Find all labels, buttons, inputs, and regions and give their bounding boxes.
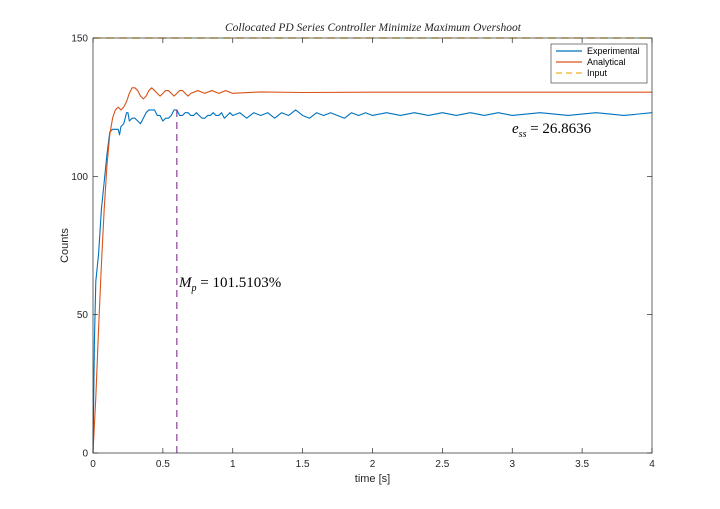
ess-subscript: ss [519,129,527,140]
y-tick-label: 100 [71,172,88,183]
legend-label-input: Input [587,68,608,78]
y-tick-label: 50 [77,310,89,321]
x-tick-label: 0.5 [156,459,170,470]
x-tick-label: 0 [90,459,96,470]
legend-label-analytical: Analytical [587,57,626,67]
overshoot-annotation: Mp = 101.5103% [178,275,281,294]
x-tick-label: 1.5 [296,459,310,470]
ess-symbol: e [512,121,519,137]
chart-title: Collocated PD Series Controller Minimize… [225,22,522,34]
y-tick-label: 0 [82,449,88,460]
x-tick-label: 2.5 [435,459,449,470]
overshoot-subscript: p [191,283,197,294]
y-tick-label: 150 [71,34,88,45]
x-tick-label: 2 [370,459,376,470]
series-line-experimental [92,109,653,454]
plot-area: 0 0.5 1 1.5 2 2.5 3 3.5 4 0 50 100 150 [71,34,655,471]
x-tick-label: 3.5 [575,459,589,470]
x-tick-label: 3 [509,459,515,470]
axes: 0 0.5 1 1.5 2 2.5 3 3.5 4 0 50 100 150 [71,34,655,471]
x-tick-label: 1 [230,459,236,470]
overshoot-symbol: M [178,275,193,291]
x-tick-label: 4 [649,459,655,470]
y-axis-label: Counts [59,228,71,263]
ess-value: = 26.8636 [526,121,591,137]
overshoot-value: = 101.5103% [197,275,282,291]
series-line-analytical [92,87,652,454]
legend-label-experimental: Experimental [587,46,640,56]
steady-state-error-annotation: ess = 26.8636 [512,121,592,140]
x-axis-label: time [s] [355,473,390,485]
plot-background [93,38,652,453]
